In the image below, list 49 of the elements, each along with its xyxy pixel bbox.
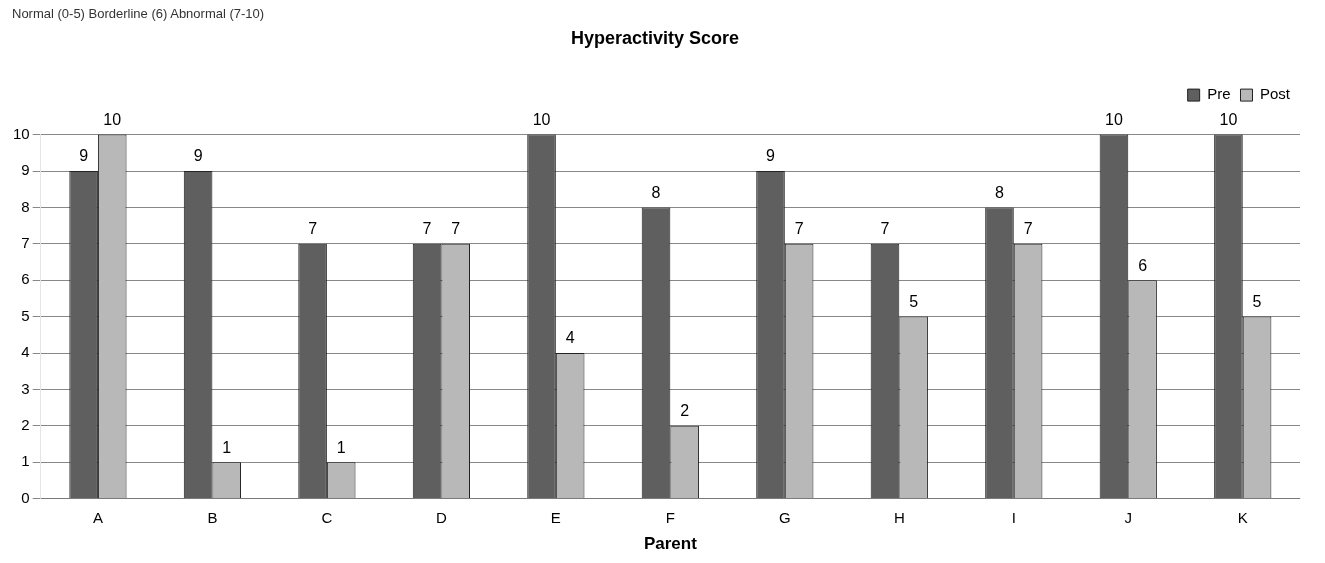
x-tick-label: J [1124, 508, 1133, 526]
data-label: 10 [103, 111, 122, 129]
x-tick-label: E [550, 508, 561, 526]
y-tick-label: 8 [21, 197, 30, 215]
x-tick-label: F [665, 508, 675, 526]
data-label: 7 [794, 220, 804, 238]
data-label: 10 [1219, 111, 1238, 129]
data-label: 6 [1138, 256, 1148, 274]
data-label: 5 [1252, 293, 1262, 311]
data-label: 1 [336, 438, 346, 456]
data-label: 7 [1023, 220, 1033, 238]
y-tick-label: 9 [21, 161, 30, 179]
y-tick-label: 2 [21, 415, 30, 433]
chart-title: Hyperactivity Score [570, 27, 740, 48]
legend-label: Post [1259, 85, 1291, 103]
x-tick-label: K [1237, 508, 1248, 526]
data-label: 10 [532, 111, 551, 129]
text: Normal (0-5) Borderline (6) Abnormal (7-10) [12, 6, 265, 21]
data-label: 7 [308, 220, 318, 238]
x-tick-label: I [1011, 508, 1016, 526]
x-tick-label: B [207, 508, 218, 526]
data-label: 8 [651, 183, 661, 201]
y-tick-label: 0 [21, 488, 30, 506]
data-label: 4 [565, 329, 575, 347]
x-axis-title: Parent [643, 534, 698, 554]
data-label: 2 [680, 402, 690, 420]
y-tick-label: 7 [21, 233, 30, 251]
x-tick-label: G [778, 508, 791, 526]
data-label: 5 [909, 293, 919, 311]
data-label: 7 [422, 220, 432, 238]
y-tick-label: 3 [21, 379, 30, 397]
y-tick-label: 1 [21, 452, 30, 470]
x-tick-label: C [321, 508, 333, 526]
x-tick-label: H [893, 508, 905, 526]
y-tick-label: 6 [21, 270, 30, 288]
data-label: 7 [880, 220, 890, 238]
y-tick-label: 5 [21, 306, 30, 324]
data-label: 7 [451, 220, 461, 238]
data-label: 8 [995, 183, 1005, 201]
data-label: 9 [79, 147, 89, 165]
data-label: 9 [766, 147, 776, 165]
data-label: 10 [1105, 111, 1123, 129]
data-label: 9 [193, 147, 203, 165]
y-tick-label: 10 [13, 124, 30, 142]
data-label: 1 [222, 438, 232, 456]
y-tick-label: 4 [21, 343, 30, 361]
legend-label: Pre [1207, 85, 1231, 103]
x-tick-label: A [92, 508, 103, 526]
x-tick-label: D [435, 508, 447, 526]
